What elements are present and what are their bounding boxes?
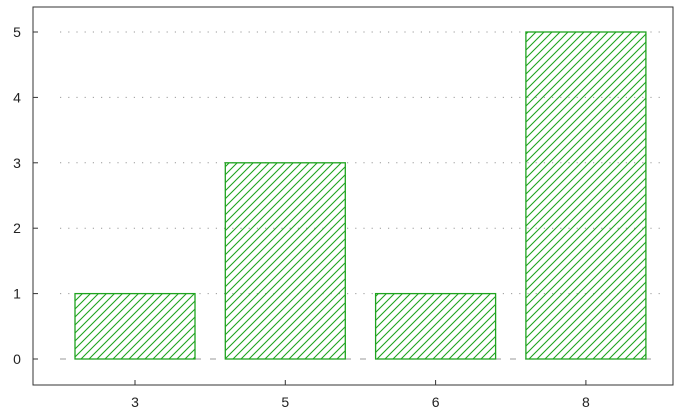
bar-6 <box>374 292 497 360</box>
y-tick-label: 3 <box>13 155 21 171</box>
bar-8 <box>525 31 647 360</box>
y-axis-ticks: 0 1 2 3 4 5 <box>13 24 38 367</box>
bars <box>74 31 647 360</box>
x-axis-ticks: 3 5 6 8 <box>131 380 590 410</box>
x-tick-label: 5 <box>281 394 289 410</box>
x-tick-label: 6 <box>432 394 440 410</box>
x-tick-label: 3 <box>131 394 139 410</box>
bar-3 <box>74 292 196 360</box>
y-tick-label: 4 <box>13 89 21 105</box>
y-tick-label: 0 <box>13 351 21 367</box>
bar-5 <box>224 162 346 360</box>
y-tick-label: 5 <box>13 24 21 40</box>
y-tick-label: 2 <box>13 220 21 236</box>
y-tick-label: 1 <box>13 286 21 302</box>
x-tick-label: 8 <box>582 394 590 410</box>
